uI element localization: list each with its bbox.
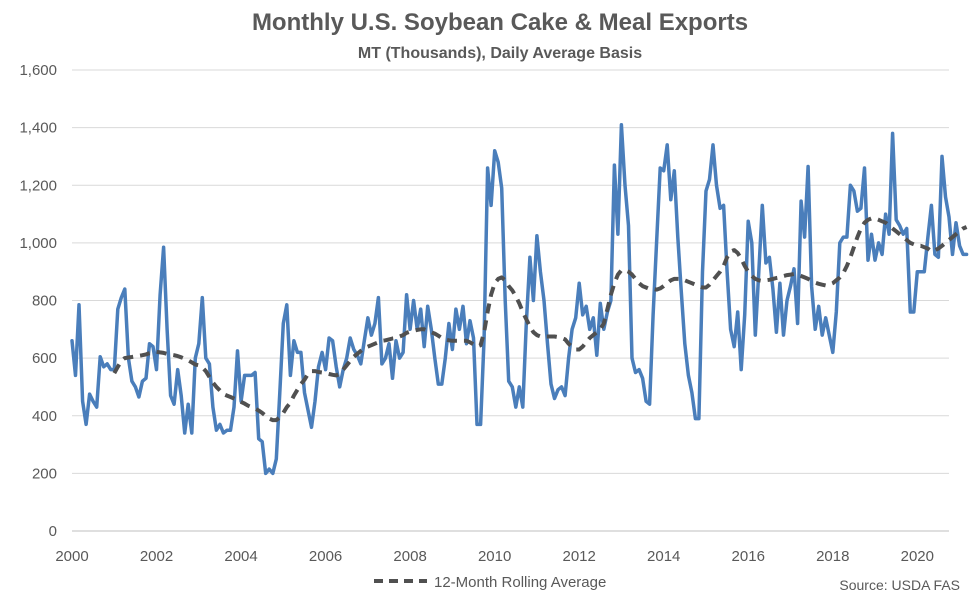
chart-title: Monthly U.S. Soybean Cake & Meal Exports	[252, 9, 748, 36]
series-line-monthly-exports	[70, 122, 969, 476]
source-note: Source: USDA FAS	[839, 577, 960, 593]
gridlines	[72, 69, 949, 474]
x-tick-label: 2004	[224, 548, 257, 565]
legend-label-rolling-average: 12-Month Rolling Average	[434, 574, 606, 591]
x-tick-label: 2018	[816, 548, 849, 565]
y-tick-label: 400	[32, 408, 57, 425]
x-tick-label: 2010	[478, 548, 511, 565]
y-tick-label: 1,200	[19, 177, 57, 194]
series-group	[70, 122, 969, 476]
chart-subtitle: MT (Thousands), Daily Average Basis	[358, 45, 642, 62]
y-axis-tick-labels: 0 200 400 600 800 1,000 1,200 1,400 1,600	[19, 62, 57, 540]
x-tick-label: 2008	[393, 548, 426, 565]
y-tick-label: 600	[32, 350, 57, 367]
y-tick-label: 0	[49, 523, 57, 540]
y-tick-label: 200	[32, 465, 57, 482]
y-tick-label: 1,400	[19, 120, 57, 137]
x-tick-label: 2006	[309, 548, 342, 565]
x-tick-label: 2002	[140, 548, 173, 565]
x-tick-label: 2016	[732, 548, 765, 565]
y-tick-label: 800	[32, 293, 57, 310]
legend: 12-Month Rolling Average	[374, 574, 606, 591]
x-axis-tick-labels: 2000 2002 2004 2006 2008 2010 2012 2014 2016 2018…	[55, 548, 934, 565]
x-tick-label: 2020	[901, 548, 934, 565]
x-tick-label: 2014	[647, 548, 680, 565]
series-line-rolling-average	[112, 216, 968, 423]
x-tick-label: 2012	[562, 548, 595, 565]
y-tick-label: 1,600	[19, 62, 57, 79]
x-tick-label: 2000	[55, 548, 88, 565]
y-tick-label: 1,000	[19, 235, 57, 252]
